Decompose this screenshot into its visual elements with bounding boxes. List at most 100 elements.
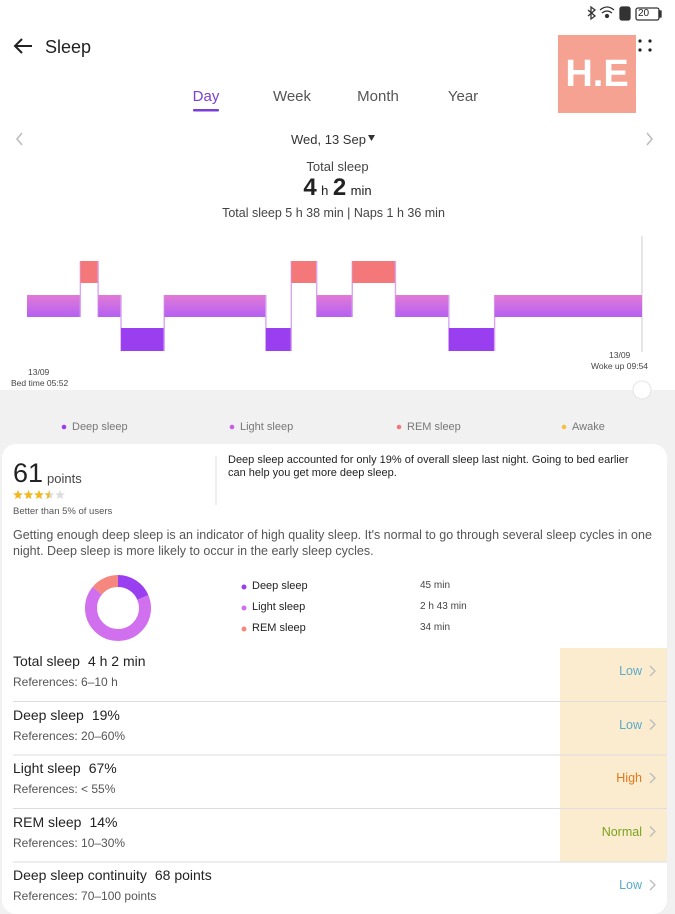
tab[interactable]: Month [357, 88, 399, 105]
sleep-segment [164, 295, 266, 317]
legend-dot [561, 424, 567, 430]
metric-value: 14% [89, 813, 118, 830]
metric-status[interactable]: High [616, 771, 642, 785]
chevron [649, 665, 656, 677]
minutes: 2 [332, 174, 347, 201]
legend-label: Deep sleep [72, 421, 128, 433]
sleep-segment [265, 328, 292, 351]
legend-label: Light sleep [240, 421, 294, 433]
metric-value: 19% [91, 706, 120, 723]
chevron [649, 826, 656, 837]
more-menu[interactable] [638, 39, 652, 52]
tab-indicator [193, 109, 219, 112]
status-icons [587, 5, 662, 21]
back-button[interactable] [13, 38, 32, 54]
star [44, 490, 50, 499]
sleep-segment [98, 295, 122, 317]
date-dropdown[interactable] [368, 135, 375, 141]
sleep-segment [80, 261, 99, 283]
metric-title: Deep sleep continuity 68 points [13, 867, 212, 883]
donut-arc [85, 575, 151, 641]
date[interactable]: Wed, 13 Sep [291, 132, 366, 147]
metric-title: REM sleep 14% [13, 814, 118, 830]
metric-name: REM sleep [13, 813, 82, 830]
stage-transition [316, 261, 318, 317]
stage-transition [394, 261, 397, 317]
prev-day[interactable] [16, 132, 23, 146]
stage-transition [493, 295, 496, 351]
metric-status[interactable]: Low [619, 664, 642, 678]
next-day[interactable] [646, 132, 653, 146]
end-date: 13/09 [609, 350, 631, 360]
sleep-segment [395, 295, 449, 317]
metric-name: Deep sleep [13, 706, 84, 723]
score-unit: points [47, 471, 82, 486]
tab[interactable]: Day [192, 88, 220, 105]
summary-total: 4 h 2 min [0, 174, 675, 205]
breakdown-dot [241, 605, 247, 611]
star [13, 490, 23, 499]
stage-transition [79, 261, 82, 317]
metric-status[interactable]: Low [619, 717, 642, 732]
metric-name: Light sleep [13, 760, 81, 776]
star-bg [55, 490, 65, 499]
chevron [649, 772, 656, 784]
metric-name: Total sleep [13, 653, 80, 669]
metric-value: 68 points [154, 867, 212, 883]
start-date: 13/09 [28, 367, 50, 377]
highlight [560, 755, 667, 809]
minutes-unit: min [350, 183, 372, 198]
breakdown-value: 34 min [420, 622, 451, 633]
watermark: H.E [565, 53, 629, 95]
highlight [560, 701, 667, 756]
summary-detail: Total sleep 5 h 38 min | Naps 1 h 36 min [222, 206, 445, 220]
score-rank: Better than 5% of users [13, 506, 113, 517]
stage-transition [290, 261, 292, 351]
metric-status[interactable]: Low [619, 878, 642, 892]
page-title: Sleep [45, 37, 92, 57]
summary-label: Total sleep [306, 159, 369, 174]
legend-label: Awake [572, 421, 605, 433]
description: Getting enough deep sleep is an indicato… [13, 528, 652, 558]
breakdown-dot [241, 626, 247, 632]
tab[interactable]: Week [272, 88, 312, 105]
breakdown-name: Light sleep [252, 601, 306, 613]
legend-dot [229, 424, 235, 430]
metric-title: Light sleep 67% [13, 760, 117, 776]
sleep-segment [121, 328, 165, 351]
stage-transition [163, 295, 165, 351]
score-card [2, 444, 667, 914]
hours: 4 [303, 174, 317, 201]
breakdown-value: 45 min [420, 580, 451, 591]
metric-reference: References: < 55% [13, 782, 116, 796]
breakdown-dot [241, 584, 247, 590]
stage-transition [448, 295, 450, 351]
stage-transition [120, 295, 122, 351]
tab[interactable]: Year [447, 88, 479, 105]
metric-status[interactable]: Normal [601, 824, 642, 839]
stage-transition [351, 261, 353, 317]
advice: Deep sleep accounted for only 19% of ove… [228, 454, 629, 479]
score: 61 [13, 458, 44, 488]
metric-title: Deep sleep 19% [13, 707, 120, 723]
breakdown-name: REM sleep [252, 622, 306, 634]
sleep-segment [352, 261, 396, 283]
metric-title: Total sleep 4 h 2 min [13, 653, 146, 669]
breakdown-value: 2 h 43 min [420, 601, 467, 612]
chevron [649, 719, 656, 730]
battery-level: 20 [638, 8, 650, 19]
timeline-handle[interactable] [632, 380, 652, 400]
chevron [649, 879, 656, 891]
watermark-box [558, 35, 636, 113]
hours-unit: h [321, 183, 329, 198]
sleep-segment [27, 295, 81, 317]
metric-reference: References: 70–100 points [13, 889, 157, 903]
metric-value: 4 h 2 min [87, 653, 146, 669]
breakdown-name: Deep sleep [252, 580, 308, 592]
legend-dot [61, 424, 67, 430]
start-time: Bed time 05:52 [11, 378, 69, 388]
metric-reference: References: 20–60% [13, 728, 126, 743]
highlight [560, 648, 667, 702]
